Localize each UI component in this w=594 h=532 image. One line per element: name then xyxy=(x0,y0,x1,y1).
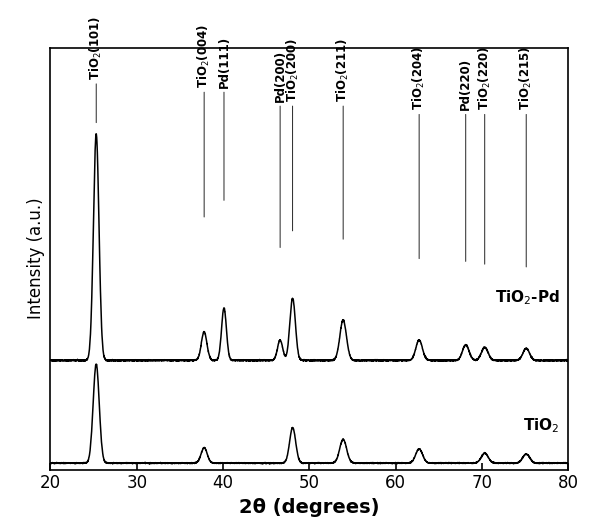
Text: Pd(220): Pd(220) xyxy=(459,59,472,111)
Text: TiO$_2$: TiO$_2$ xyxy=(523,416,560,435)
Text: Pd(200): Pd(200) xyxy=(274,50,287,102)
X-axis label: 2θ (degrees): 2θ (degrees) xyxy=(239,498,380,517)
Text: TiO$_2$(004): TiO$_2$(004) xyxy=(196,24,212,88)
Text: TiO$_2$(200): TiO$_2$(200) xyxy=(285,38,301,102)
Y-axis label: Intensity (a.u.): Intensity (a.u.) xyxy=(27,198,45,320)
Text: TiO$_2$(220): TiO$_2$(220) xyxy=(477,46,493,111)
Text: Pd(111): Pd(111) xyxy=(217,36,230,88)
Text: TiO$_2$(204): TiO$_2$(204) xyxy=(411,46,427,111)
Text: TiO$_2$(215): TiO$_2$(215) xyxy=(518,46,534,111)
Text: TiO$_2$(101): TiO$_2$(101) xyxy=(88,16,105,80)
Text: TiO$_2$(211): TiO$_2$(211) xyxy=(335,38,351,102)
Text: TiO$_2$-Pd: TiO$_2$-Pd xyxy=(495,288,560,307)
